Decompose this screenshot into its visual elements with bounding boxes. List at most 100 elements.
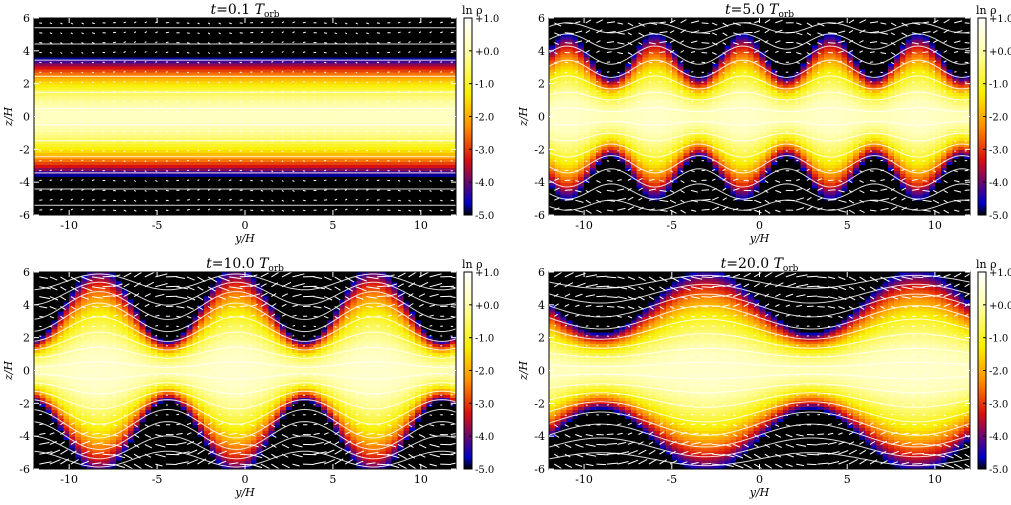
- velocity-arrow: [880, 393, 883, 396]
- velocity-arrow: [229, 306, 236, 308]
- velocity-arrow: [638, 120, 641, 122]
- velocity-arrow: [596, 295, 607, 298]
- velocity-arrow: [880, 42, 888, 45]
- velocity-arrow: [355, 355, 358, 357]
- velocity-arrow: [355, 403, 358, 406]
- velocity-arrow: [659, 459, 667, 465]
- velocity-arrow: [743, 374, 746, 377]
- velocity-arrow: [197, 393, 200, 396]
- velocity-arrow: [743, 404, 746, 407]
- velocity-arrow: [250, 274, 258, 278]
- velocity-arrow: [387, 335, 390, 337]
- velocity-arrow: [81, 355, 84, 357]
- velocity-arrow: [764, 70, 767, 73]
- velocity-arrow: [376, 42, 380, 44]
- velocity-arrow: [133, 120, 136, 123]
- velocity-arrow: [292, 120, 295, 123]
- velocity-arrow: [197, 198, 200, 201]
- velocity-arrow: [218, 120, 221, 122]
- velocity-arrow: [450, 306, 459, 309]
- velocity-arrow: [806, 196, 812, 201]
- velocity-arrow: [334, 384, 337, 386]
- velocity-arrow: [901, 206, 907, 211]
- velocity-arrow: [292, 209, 295, 212]
- velocity-arrow: [753, 424, 758, 428]
- velocity-arrow: [733, 314, 738, 317]
- velocity-arrow: [817, 276, 827, 279]
- velocity-arrow: [722, 293, 733, 298]
- velocity-arrow: [932, 189, 938, 193]
- velocity-arrow: [60, 306, 66, 311]
- velocity-arrow: [155, 51, 158, 53]
- velocity-arrow: [229, 52, 232, 54]
- velocity-arrow: [355, 315, 360, 319]
- velocity-arrow: [429, 344, 432, 347]
- velocity-arrow: [281, 354, 284, 357]
- velocity-arrow: [901, 432, 909, 435]
- velocity-arrow: [344, 286, 354, 292]
- velocity-arrow: [880, 422, 885, 426]
- velocity-arrow: [70, 101, 73, 103]
- velocity-arrow: [764, 271, 773, 278]
- velocity-arrow: [627, 91, 630, 94]
- velocity-arrow: [627, 365, 630, 367]
- velocity-arrow: [585, 120, 588, 123]
- velocity-arrow: [408, 110, 411, 113]
- x-tick-label: 0: [756, 219, 763, 232]
- velocity-arrow: [932, 199, 940, 204]
- velocity-arrow: [554, 414, 557, 417]
- velocity-arrow: [376, 275, 388, 278]
- velocity-arrow: [669, 431, 676, 435]
- velocity-arrow: [954, 180, 960, 183]
- velocity-arrow: [954, 189, 962, 193]
- velocity-arrow: [617, 315, 622, 318]
- velocity-arrow: [408, 282, 416, 288]
- field-line: [33, 390, 457, 410]
- velocity-arrow: [366, 61, 369, 64]
- velocity-arrow: [260, 463, 271, 470]
- velocity-arrow: [186, 179, 190, 181]
- velocity-arrow: [81, 345, 84, 347]
- velocity-arrow: [49, 32, 53, 35]
- velocity-arrow: [912, 443, 923, 445]
- velocity-arrow: [250, 453, 263, 459]
- velocity-arrow: [775, 293, 781, 298]
- velocity-arrow: [123, 130, 126, 133]
- velocity-arrow: [753, 463, 763, 470]
- velocity-arrow: [585, 110, 588, 113]
- velocity-arrow: [596, 199, 601, 203]
- velocity-arrow: [890, 325, 894, 328]
- velocity-arrow: [334, 458, 344, 465]
- velocity-arrow: [450, 461, 463, 465]
- velocity-arrow: [575, 180, 580, 183]
- velocity-arrow: [775, 209, 781, 213]
- velocity-arrow: [440, 189, 443, 192]
- velocity-arrow: [943, 283, 952, 288]
- velocity-arrow: [176, 315, 182, 318]
- velocity-arrow: [932, 180, 937, 183]
- colorbar-tick-label: -4.0: [475, 178, 494, 189]
- velocity-arrow: [429, 130, 432, 133]
- velocity-arrow: [429, 110, 432, 113]
- velocity-arrow: [575, 404, 578, 407]
- velocity-arrow: [197, 403, 200, 406]
- velocity-arrow: [585, 49, 590, 53]
- y-axis-label: z/H: [2, 361, 15, 382]
- velocity-arrow: [817, 433, 825, 435]
- velocity-arrow: [638, 286, 644, 291]
- velocity-arrow: [880, 207, 889, 211]
- y-tick-label: 0: [538, 365, 545, 378]
- velocity-arrow: [197, 431, 203, 435]
- velocity-arrow: [440, 100, 442, 103]
- velocity-arrow: [680, 60, 684, 63]
- velocity-arrow: [260, 344, 263, 347]
- velocity-arrow: [901, 423, 907, 426]
- velocity-arrow: [848, 355, 851, 357]
- velocity-arrow: [292, 80, 295, 83]
- velocity-arrow: [49, 61, 52, 64]
- velocity-arrow: [912, 296, 923, 298]
- velocity-arrow: [429, 189, 432, 192]
- velocity-arrow: [817, 197, 823, 201]
- velocity-arrow: [691, 325, 694, 328]
- velocity-arrow: [229, 179, 232, 181]
